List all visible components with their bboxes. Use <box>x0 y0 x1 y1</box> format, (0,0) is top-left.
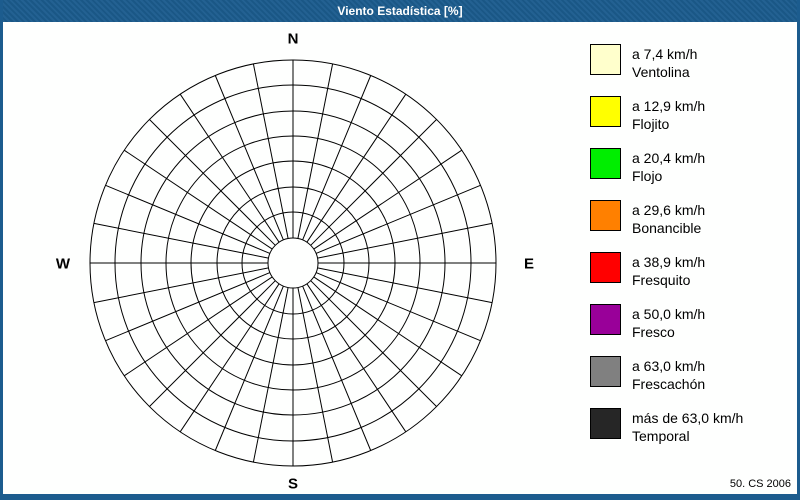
legend-swatch <box>590 96 621 127</box>
legend-beaufort-name: Ventolina <box>632 64 690 80</box>
compass-label-south: S <box>287 475 299 493</box>
legend-label: a 63,0 km/h Frescachón <box>632 356 705 393</box>
legend-item: más de 63,0 km/h Temporal <box>590 408 790 445</box>
legend-swatch <box>590 44 621 75</box>
legend-beaufort-name: Bonancible <box>632 220 702 236</box>
wind-rose-grid <box>89 59 497 467</box>
legend-beaufort-name: Flojito <box>632 116 670 132</box>
legend-label: a 7,4 km/h Ventolina <box>632 44 697 81</box>
legend-beaufort-name: Temporal <box>632 428 690 444</box>
legend: a 7,4 km/h Ventolina a 12,9 km/h Flojito a 2… <box>590 44 790 460</box>
legend-label: a 20,4 km/h Flojo <box>632 148 705 185</box>
legend-speed: a 63,0 km/h <box>632 358 706 374</box>
legend-item: a 12,9 km/h Flojito <box>590 96 790 133</box>
legend-speed: a 38,9 km/h <box>632 254 706 270</box>
legend-item: a 63,0 km/h Frescachón <box>590 356 790 393</box>
legend-label: a 38,9 km/h Fresquito <box>632 252 705 289</box>
legend-swatch <box>590 356 621 387</box>
compass-label-east: E <box>523 255 535 273</box>
legend-label: a 29,6 km/h Bonancible <box>632 200 705 237</box>
legend-speed: más de 63,0 km/h <box>632 410 744 426</box>
legend-speed: a 12,9 km/h <box>632 98 706 114</box>
legend-speed: a 7,4 km/h <box>632 46 698 62</box>
legend-speed: a 29,6 km/h <box>632 202 706 218</box>
legend-swatch <box>590 200 621 231</box>
legend-label: a 12,9 km/h Flojito <box>632 96 705 133</box>
legend-swatch <box>590 408 621 439</box>
legend-beaufort-name: Fresco <box>632 324 675 340</box>
legend-item: a 50,0 km/h Fresco <box>590 304 790 341</box>
window-title: Viento Estadística [%] <box>337 4 463 18</box>
legend-beaufort-name: Flojo <box>632 168 663 184</box>
legend-swatch <box>590 304 621 335</box>
legend-speed: a 50,0 km/h <box>632 306 706 322</box>
chart-area: N E S W a 7,4 km/h Ventolina a 12,9 km/h Fl… <box>3 22 797 494</box>
compass-label-west: W <box>55 255 71 273</box>
legend-label: a 50,0 km/h Fresco <box>632 304 705 341</box>
legend-beaufort-name: Frescachón <box>632 376 706 392</box>
compass-label-north: N <box>287 30 299 48</box>
legend-label: más de 63,0 km/h Temporal <box>632 408 743 445</box>
legend-item: a 7,4 km/h Ventolina <box>590 44 790 81</box>
legend-swatch <box>590 252 621 283</box>
legend-speed: a 20,4 km/h <box>632 150 706 166</box>
legend-item: a 20,4 km/h Flojo <box>590 148 790 185</box>
footer-note: 50. CS 2006 <box>729 478 791 490</box>
legend-item: a 38,9 km/h Fresquito <box>590 252 790 289</box>
legend-beaufort-name: Fresquito <box>632 272 691 288</box>
window-titlebar: Viento Estadística [%] <box>3 0 797 22</box>
legend-swatch <box>590 148 621 179</box>
legend-item: a 29,6 km/h Bonancible <box>590 200 790 237</box>
